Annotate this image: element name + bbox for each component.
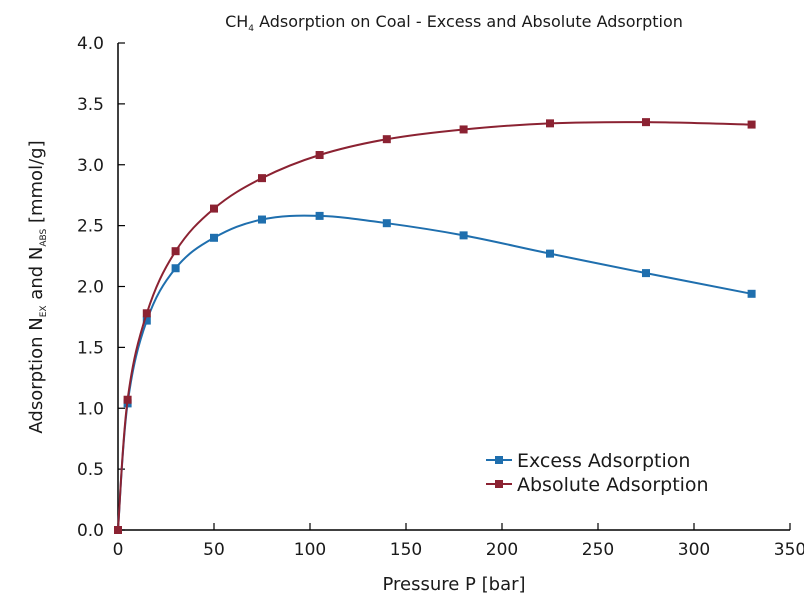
data-point-marker (747, 120, 756, 129)
chart-title: CH4 Adsorption on Coal - Excess and Abso… (225, 12, 683, 34)
data-point-marker (546, 119, 554, 128)
data-point-marker (210, 233, 218, 242)
data-point-marker (142, 309, 151, 318)
y-tick-label: 3.5 (77, 95, 104, 115)
y-axis-title: Adsorption NEX and NABS [mmol/g] (26, 140, 49, 433)
data-point-marker (747, 289, 756, 298)
series-absolute (114, 118, 756, 534)
data-point-marker (546, 249, 554, 258)
series-layer (114, 118, 756, 534)
y-tick-label: 1.0 (77, 399, 104, 419)
data-point-marker (210, 204, 218, 213)
data-point-marker (142, 316, 151, 325)
y-tick-label: 1.5 (77, 338, 104, 358)
data-point-marker (258, 174, 266, 183)
legend-item: Excess Adsorption (486, 450, 690, 472)
x-tick-label: 300 (678, 540, 710, 560)
y-tick-label: 4.0 (77, 34, 104, 54)
x-tick-label: 150 (390, 540, 422, 560)
legend-marker (495, 480, 503, 488)
series-line (117, 214, 752, 531)
x-tick-label: 250 (582, 540, 614, 560)
x-tick-label: 0 (113, 540, 124, 560)
legend-item: Absolute Adsorption (486, 474, 709, 496)
data-point-marker (171, 247, 180, 256)
data-point-marker (382, 135, 391, 144)
series-excess (114, 211, 756, 534)
legend-label: Absolute Adsorption (517, 474, 709, 496)
data-point-marker (315, 211, 324, 220)
data-point-marker (642, 118, 650, 127)
data-point-marker (459, 125, 468, 134)
data-point-marker (123, 395, 132, 404)
y-tick-label: 0.5 (77, 460, 104, 480)
data-point-marker (315, 151, 324, 160)
legend-label: Excess Adsorption (517, 450, 690, 472)
data-point-marker (642, 269, 650, 278)
legend-marker (495, 456, 503, 464)
x-tick-label: 200 (486, 540, 518, 560)
x-tick-label: 100 (294, 540, 326, 560)
y-tick-label: 2.5 (77, 217, 104, 237)
x-tick-label: 50 (203, 540, 225, 560)
y-tick-label: 0.0 (77, 521, 104, 541)
data-point-marker (114, 526, 122, 534)
x-tick-label: 350 (774, 540, 804, 560)
y-tick-label: 3.0 (77, 156, 104, 176)
data-point-marker (382, 219, 391, 228)
y-tick-label: 2.0 (77, 278, 104, 298)
x-axis-title: Pressure P [bar] (382, 574, 525, 595)
series-line (117, 121, 752, 531)
data-point-marker (171, 264, 180, 273)
data-point-marker (258, 215, 266, 224)
y-axis-ticks: 0.0 0.5 1.0 1.5 2.0 2.5 3.0 3.5 4.0 (77, 34, 125, 541)
data-point-marker (459, 231, 468, 240)
x-axis-ticks: 0 50 100 150 200 250 300 350 (113, 523, 804, 560)
